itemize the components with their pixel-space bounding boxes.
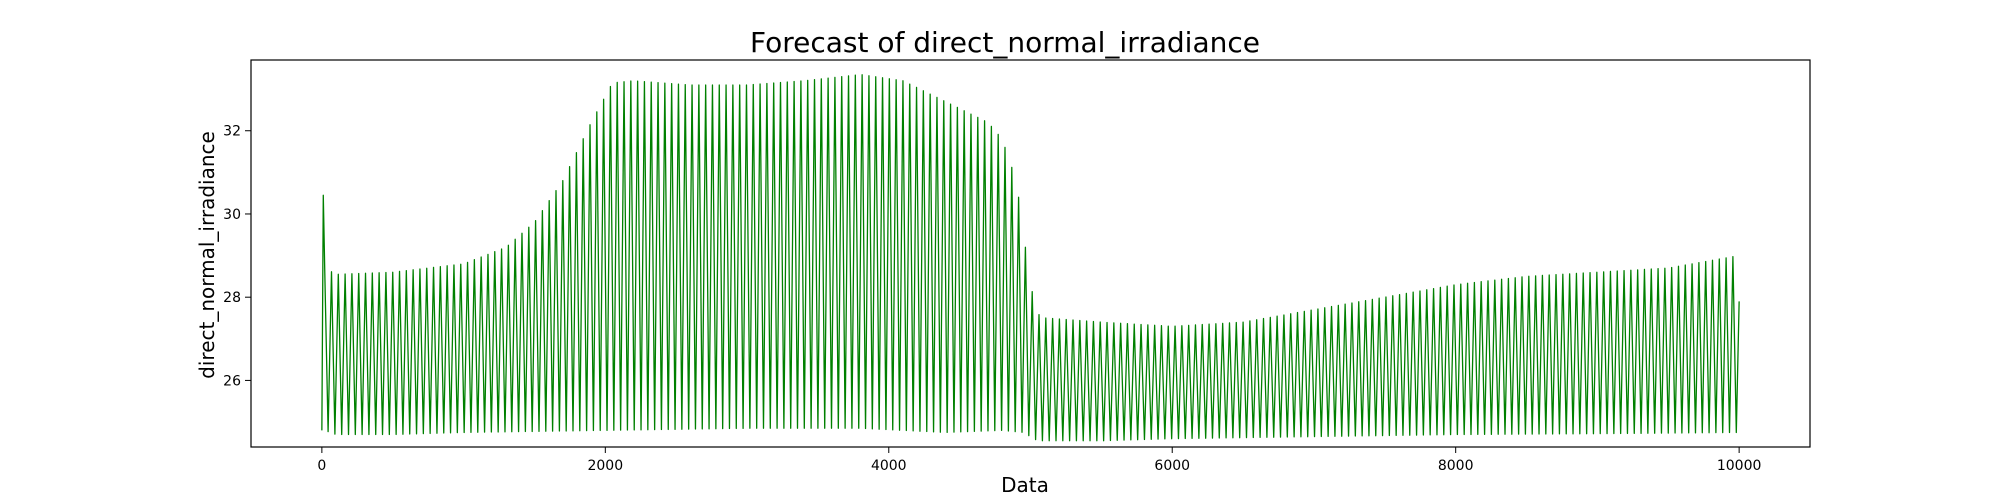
y-axis-label: direct_normal_irradiance — [195, 131, 219, 379]
plot-area — [321, 74, 1740, 442]
x-axis-label: Data — [1001, 473, 1049, 497]
x-tick-label: 6000 — [1154, 458, 1190, 474]
axes-frame — [250, 59, 1811, 448]
x-tick-label: 0 — [317, 458, 326, 474]
y-axis: 26 28 30 32 — [223, 124, 251, 389]
x-tick-label: 4000 — [871, 458, 907, 474]
series-line-0 — [321, 74, 1740, 442]
chart-title: Forecast of direct_normal_irradiance — [750, 26, 1260, 59]
x-tick-label: 10000 — [1717, 458, 1762, 474]
x-tick-label: 8000 — [1438, 458, 1474, 474]
y-tick-label: 28 — [223, 290, 241, 306]
x-tick-label: 2000 — [587, 458, 623, 474]
y-tick-label: 26 — [223, 373, 241, 389]
y-tick-label: 32 — [223, 124, 241, 140]
x-axis: 0 2000 4000 6000 8000 10000 — [317, 447, 1761, 474]
y-tick-label: 30 — [223, 207, 241, 223]
